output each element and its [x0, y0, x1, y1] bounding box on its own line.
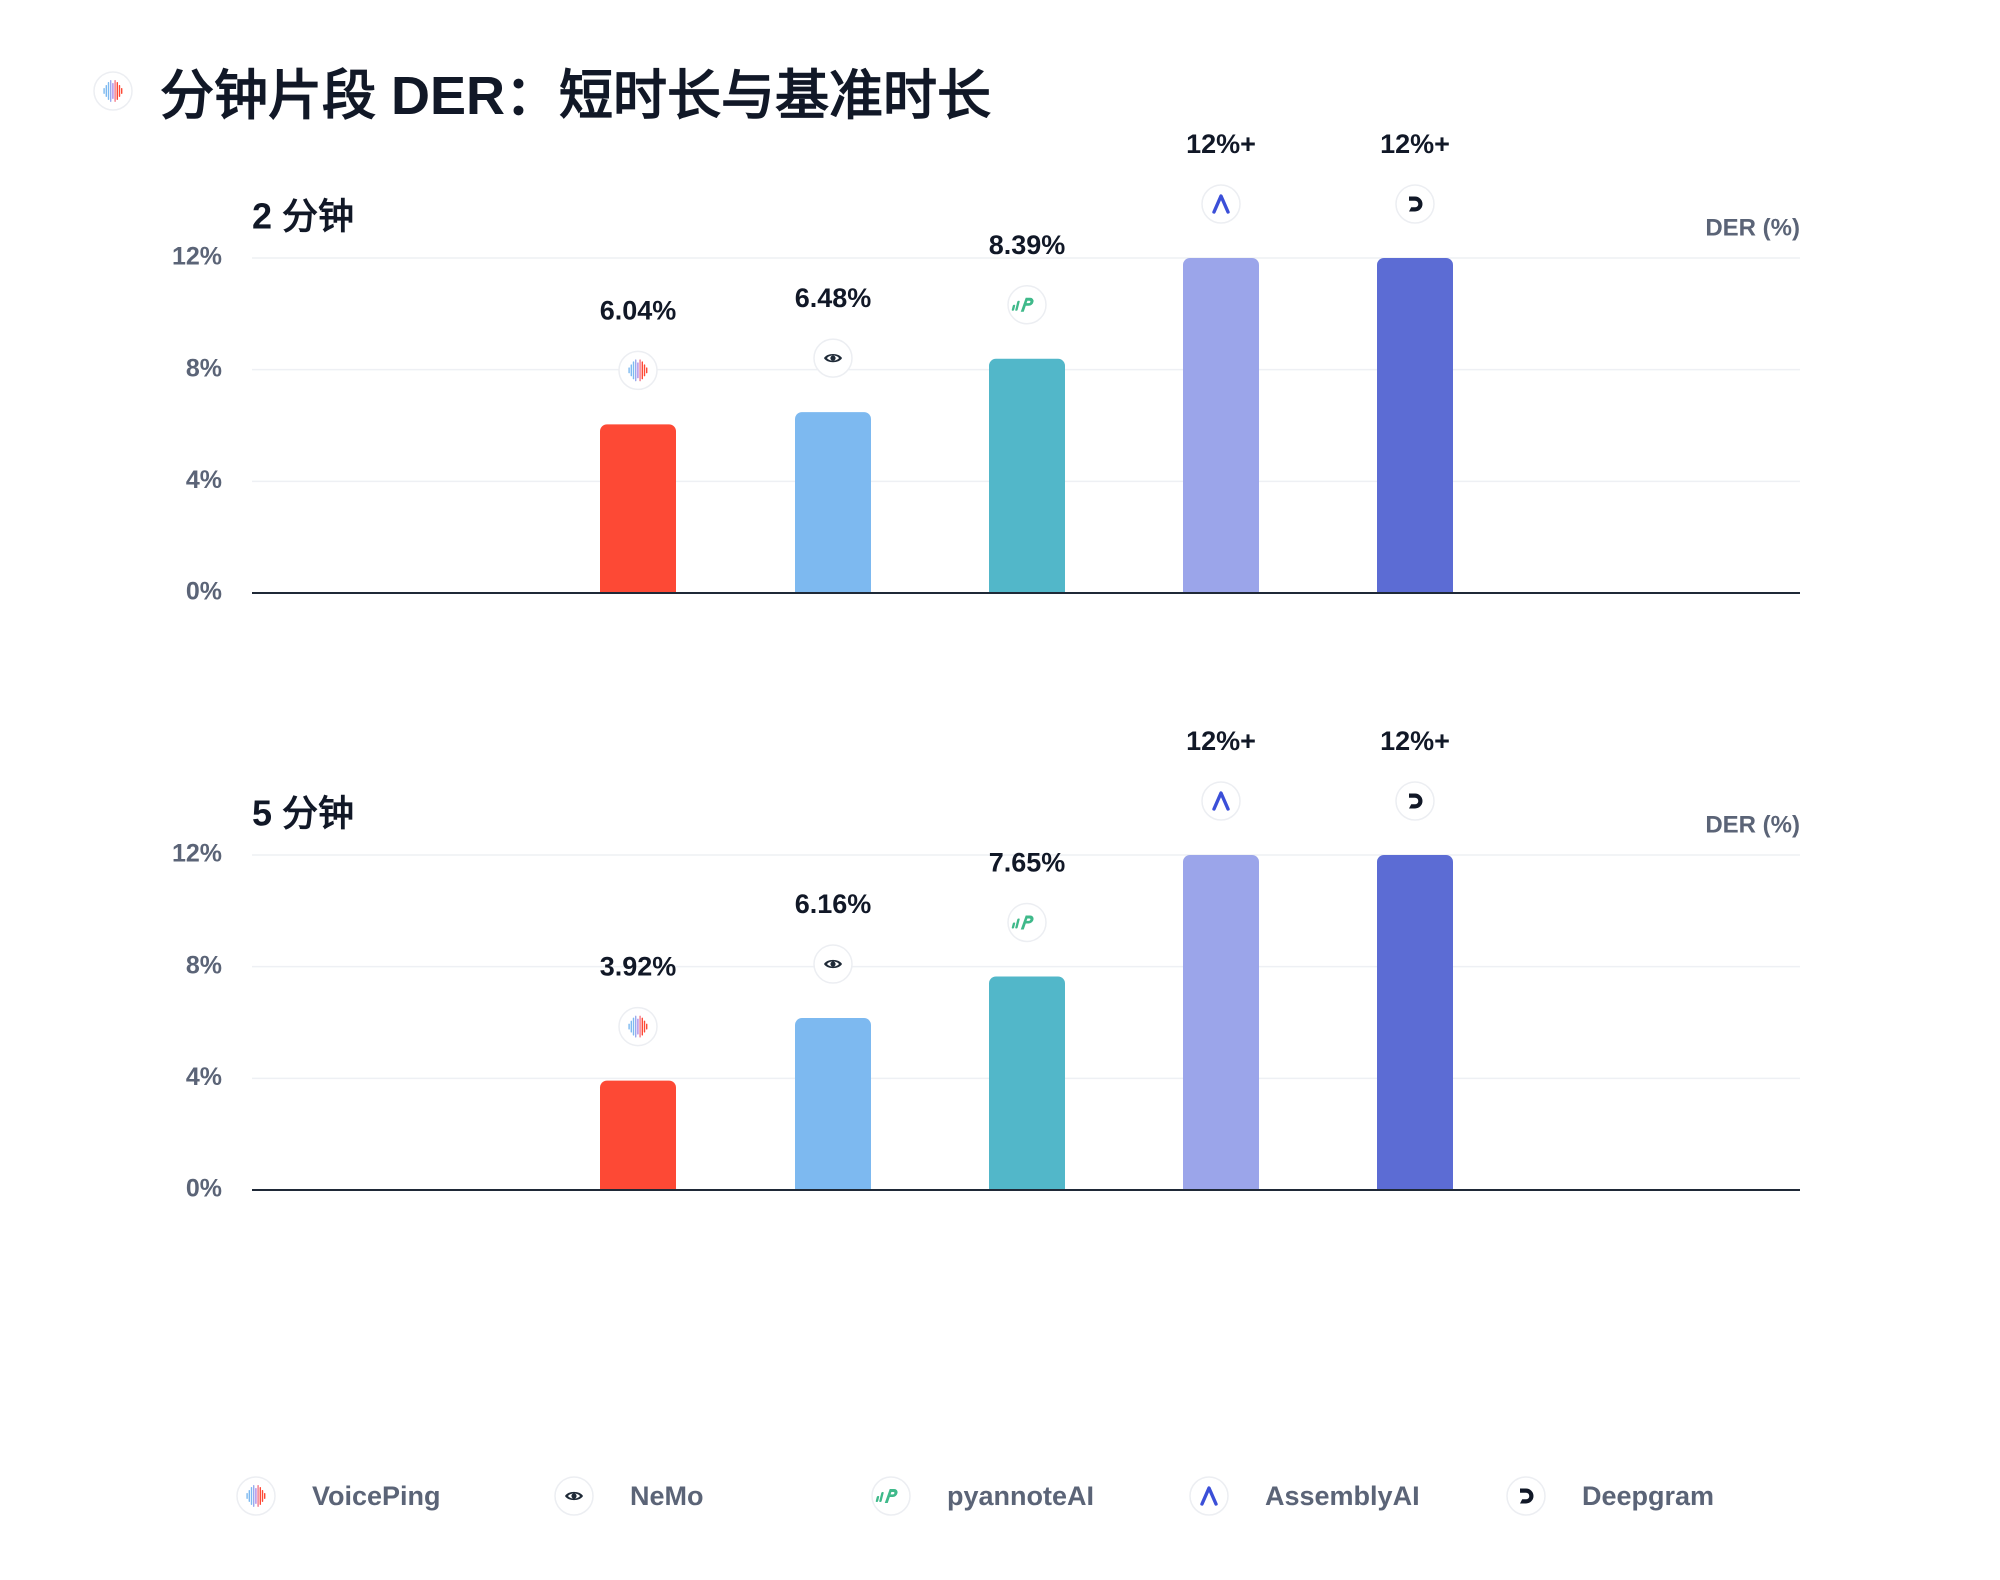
data-label: 3.92%: [600, 952, 677, 982]
legend-label: AssemblyAI: [1265, 1480, 1420, 1511]
legend: VoicePing NeMo pyannoteAI AssemblyAI Dee…: [0, 1466, 2000, 1526]
bar: [1183, 258, 1259, 599]
y-tick-label: 12%: [172, 840, 222, 868]
legend-label: NeMo: [630, 1480, 704, 1511]
assemblyai-icon: [1201, 781, 1241, 821]
y-tick-label: 12%: [172, 243, 222, 271]
data-label: 12%+: [1380, 726, 1450, 756]
nvidia-eye-icon: [813, 338, 853, 378]
data-label: 8.39%: [989, 230, 1066, 260]
assemblyai-icon: [1201, 184, 1241, 224]
data-label: 12%+: [1186, 726, 1256, 756]
y-tick-label: 4%: [186, 1063, 222, 1091]
y-tick-label: 8%: [186, 354, 222, 382]
deepgram-icon: [1395, 781, 1435, 821]
voiceping-icon: [236, 1476, 276, 1516]
legend-item-voiceping: VoicePing: [236, 1466, 441, 1526]
nvidia-eye-icon: [813, 944, 853, 984]
bar: [600, 424, 676, 599]
bar: [1377, 258, 1453, 599]
voiceping-icon: [618, 350, 658, 391]
legend-item-pyannoteai: pyannoteAI: [871, 1466, 1094, 1526]
bar: [600, 1080, 676, 1196]
data-label: 6.48%: [795, 283, 872, 313]
panel-title: 2 分钟: [252, 196, 354, 237]
legend-item-deepgram: Deepgram: [1506, 1466, 1714, 1526]
y-tick-label: 0%: [186, 1175, 222, 1203]
data-label: 7.65%: [989, 848, 1066, 878]
axis-mask: [252, 593, 1800, 601]
page-title: 分钟片段 DER：短时长与基准时长: [160, 66, 992, 126]
data-label: 12%+: [1186, 129, 1256, 159]
legend-item-nemo: NeMo: [554, 1466, 704, 1526]
legend-item-assemblyai: AssemblyAI: [1189, 1466, 1420, 1526]
axis-mask: [252, 1190, 1800, 1198]
assemblyai-icon: [1189, 1476, 1229, 1516]
y-axis-label: DER (%): [1705, 214, 1800, 241]
y-tick-label: 8%: [186, 951, 222, 979]
panel-title: 5 分钟: [252, 793, 354, 834]
data-label: 12%+: [1380, 129, 1450, 159]
pyannote-icon: [871, 1476, 911, 1516]
pyannote-icon: [1007, 285, 1047, 325]
deepgram-icon: [1506, 1476, 1546, 1516]
deepgram-icon: [1395, 184, 1435, 224]
voiceping-logo-icon: [93, 71, 133, 111]
y-axis-label: DER (%): [1705, 811, 1800, 838]
y-tick-label: 0%: [186, 578, 222, 606]
bar: [1377, 855, 1453, 1196]
bar: [989, 358, 1065, 599]
bar: [795, 412, 871, 599]
data-label: 6.16%: [795, 889, 872, 919]
nvidia-eye-icon: [554, 1476, 594, 1516]
bar: [1183, 855, 1259, 1196]
bar: [795, 1018, 871, 1196]
bar: [989, 976, 1065, 1196]
legend-label: pyannoteAI: [947, 1480, 1095, 1511]
voiceping-icon: [618, 1006, 658, 1047]
legend-label: Deepgram: [1582, 1480, 1715, 1511]
pyannote-icon: [1007, 902, 1047, 943]
legend-label: VoicePing: [312, 1480, 441, 1511]
data-label: 6.04%: [600, 296, 677, 326]
y-tick-label: 4%: [186, 466, 222, 494]
